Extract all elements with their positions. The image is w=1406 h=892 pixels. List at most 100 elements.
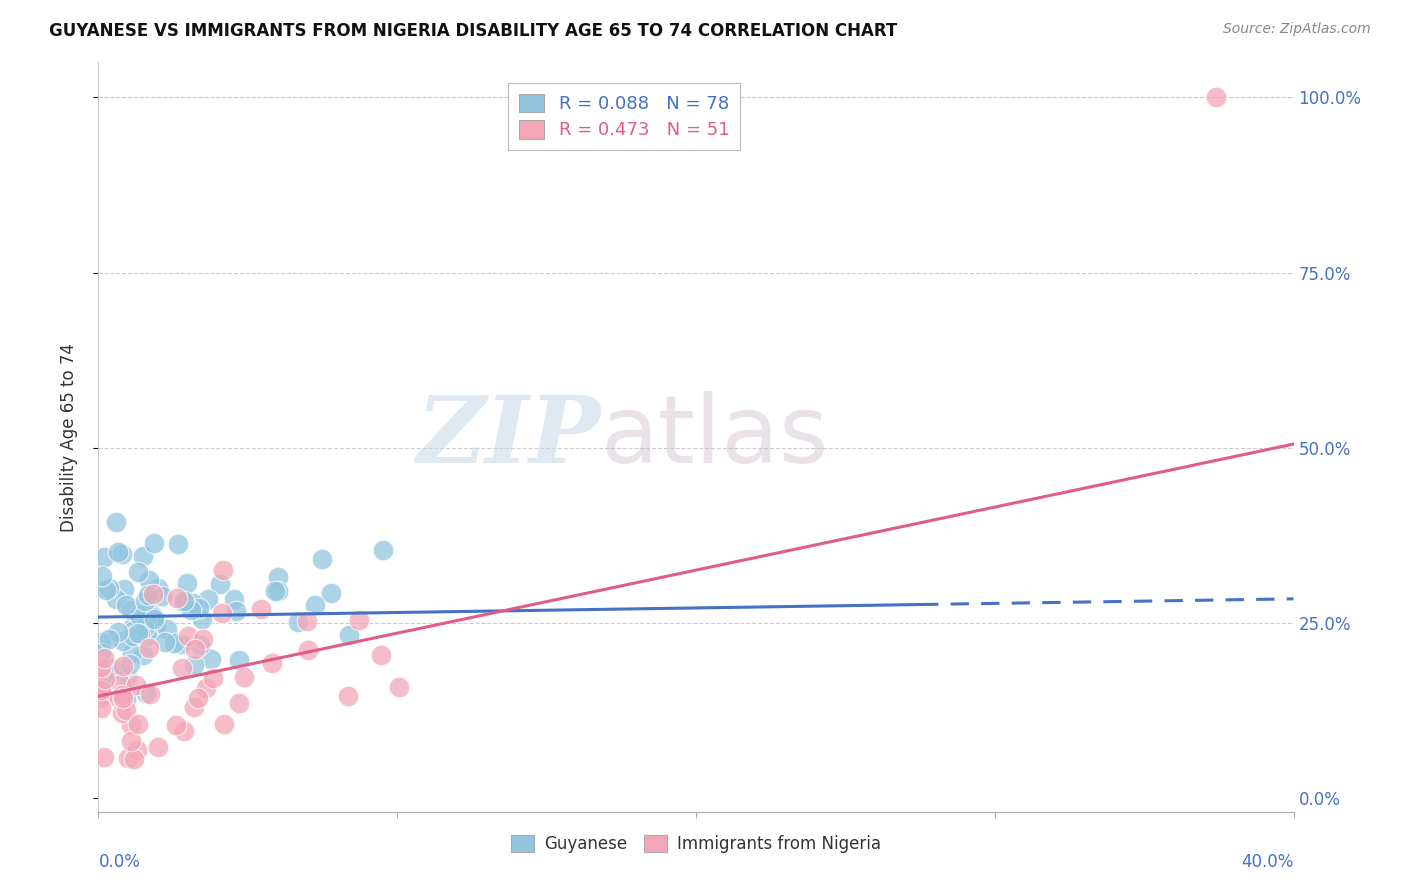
Point <box>135 629 157 643</box>
Point <box>370 648 392 663</box>
Point <box>228 696 250 710</box>
Point <box>311 552 333 566</box>
Point <box>212 563 235 577</box>
Point <box>138 641 160 656</box>
Point <box>170 637 193 651</box>
Point <box>112 658 135 673</box>
Point <box>136 589 159 603</box>
Point <box>337 628 360 642</box>
Point <box>129 627 152 641</box>
Point <box>167 536 190 550</box>
Point <box>297 614 319 628</box>
Point <box>304 598 326 612</box>
Text: 0.0%: 0.0% <box>98 853 141 871</box>
Point <box>98 632 121 647</box>
Point <box>90 660 112 674</box>
Point <box>176 575 198 590</box>
Point <box>146 740 169 755</box>
Point <box>110 677 132 691</box>
Point <box>93 549 115 564</box>
Point <box>228 653 250 667</box>
Point <box>180 603 202 617</box>
Point <box>93 684 115 698</box>
Point <box>250 602 273 616</box>
Point <box>98 582 121 596</box>
Point <box>155 635 177 649</box>
Point <box>121 646 143 660</box>
Point <box>183 699 205 714</box>
Point <box>122 629 145 643</box>
Text: 40.0%: 40.0% <box>1241 853 1294 871</box>
Point <box>104 515 127 529</box>
Point <box>267 570 290 584</box>
Point <box>142 587 165 601</box>
Point <box>134 622 156 636</box>
Point <box>347 613 370 627</box>
Point <box>94 672 117 686</box>
Point <box>111 547 134 561</box>
Point <box>165 718 187 732</box>
Point <box>127 717 149 731</box>
Point <box>373 542 395 557</box>
Point <box>388 680 411 694</box>
Point <box>93 660 115 674</box>
Point <box>138 687 160 701</box>
Point <box>115 670 138 684</box>
Point <box>181 596 204 610</box>
Point <box>260 656 283 670</box>
Point <box>117 751 139 765</box>
Point <box>146 581 169 595</box>
Point <box>90 635 112 649</box>
Point <box>142 612 165 626</box>
Point <box>225 604 247 618</box>
Point <box>162 636 184 650</box>
Point <box>124 678 146 692</box>
Point <box>135 686 157 700</box>
Point <box>173 723 195 738</box>
Point <box>120 733 142 747</box>
Point <box>200 652 222 666</box>
Point <box>127 625 149 640</box>
Point <box>266 584 288 599</box>
Point <box>197 591 219 606</box>
Point <box>202 671 225 685</box>
Point <box>90 646 112 660</box>
Point <box>90 700 112 714</box>
Point <box>187 690 209 705</box>
Point <box>90 662 112 676</box>
Y-axis label: Disability Age 65 to 74: Disability Age 65 to 74 <box>59 343 77 532</box>
Point <box>1205 90 1227 104</box>
Point <box>108 691 131 706</box>
Point <box>128 608 150 623</box>
Point <box>135 612 157 626</box>
Point <box>145 621 167 635</box>
Point <box>188 639 211 653</box>
Point <box>107 624 129 639</box>
Point <box>211 606 233 620</box>
Point <box>122 617 145 632</box>
Point <box>184 641 207 656</box>
Point <box>297 643 319 657</box>
Point <box>139 618 162 632</box>
Point <box>134 593 156 607</box>
Point <box>93 688 115 702</box>
Point <box>150 589 173 603</box>
Point <box>224 592 246 607</box>
Point <box>97 666 120 681</box>
Point <box>172 595 194 609</box>
Point <box>118 657 141 671</box>
Point <box>191 632 214 646</box>
Point <box>111 633 134 648</box>
Point <box>138 573 160 587</box>
Point <box>114 703 136 717</box>
Point <box>132 549 155 564</box>
Point <box>209 577 232 591</box>
Point <box>91 569 114 583</box>
Point <box>115 598 138 612</box>
Point <box>142 535 165 549</box>
Point <box>183 658 205 673</box>
Point <box>115 691 138 706</box>
Point <box>194 681 217 695</box>
Point <box>132 648 155 662</box>
Point <box>111 691 134 706</box>
